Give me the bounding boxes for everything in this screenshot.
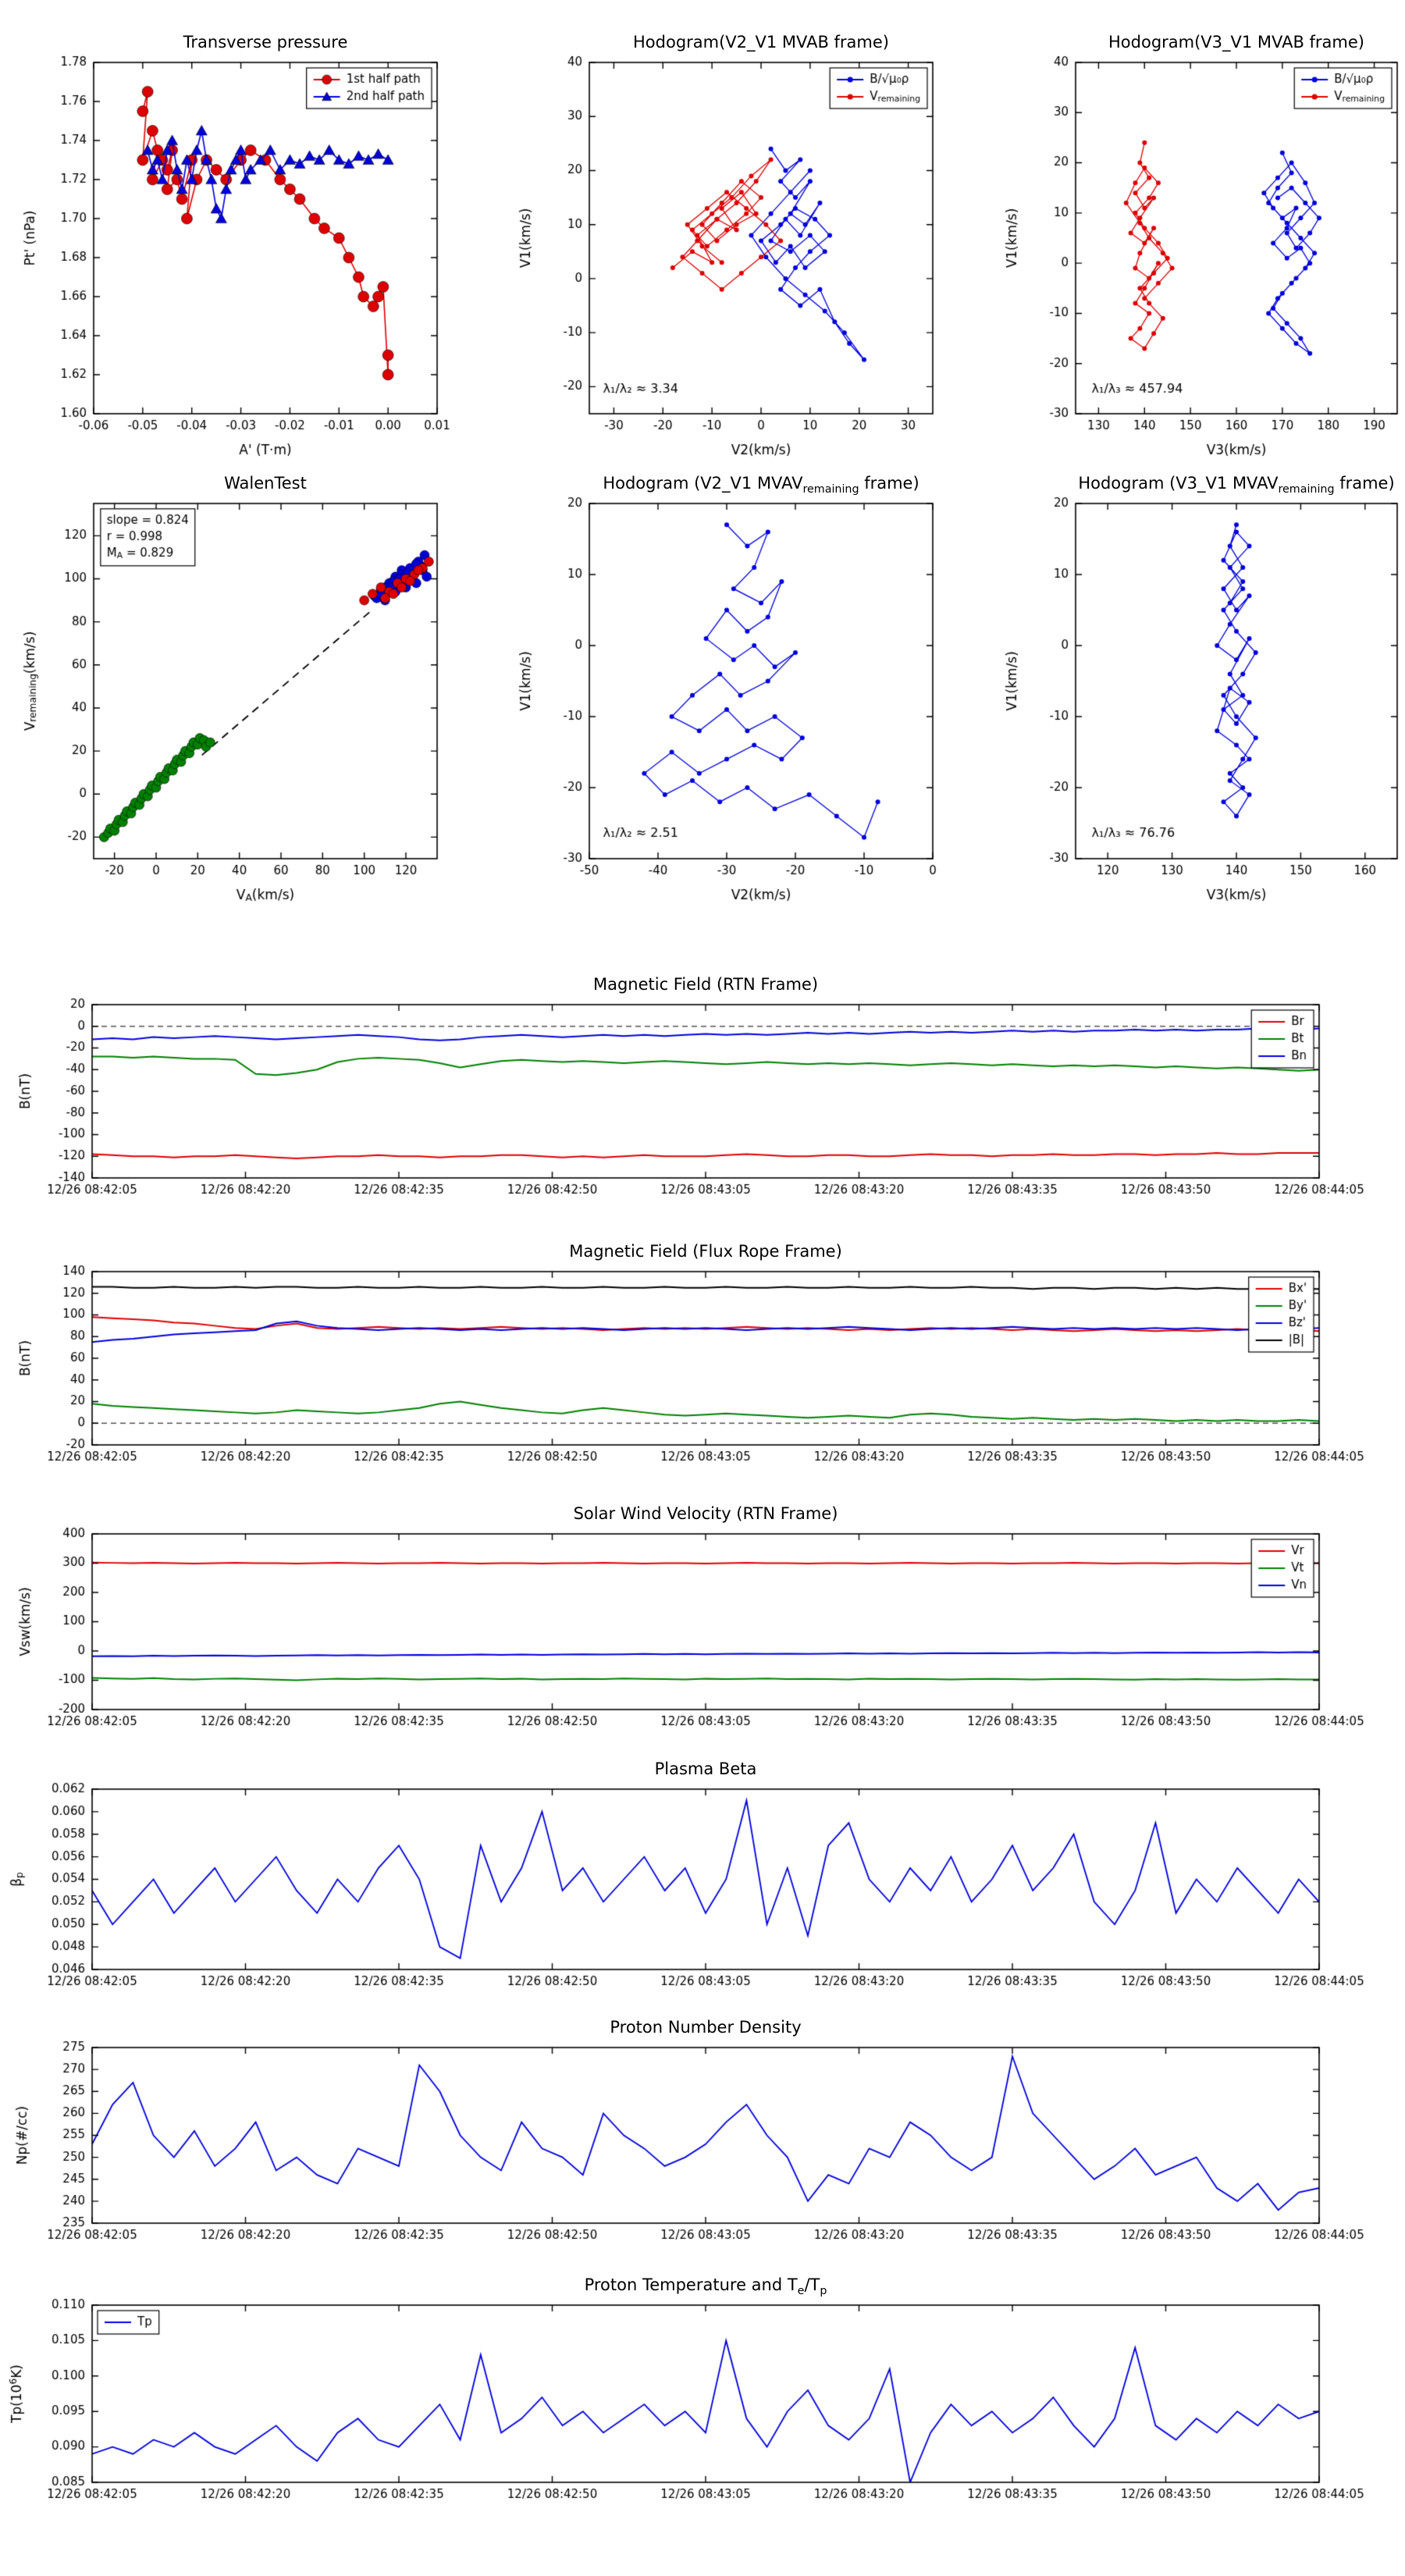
title-sub: remaining — [802, 483, 859, 496]
title-hodogram-v2v1-mvav: Hodogram (V2_V1 MVAVremaining frame) — [603, 472, 919, 500]
title-hodogram-v3v1-mvab: Hodogram(V3_V1 MVAB frame) — [1108, 31, 1364, 59]
title-transverse-pressure: Transverse pressure — [183, 31, 348, 59]
panel-walen-test — [94, 503, 437, 859]
title-text: Magnetic Field (Flux Rope Frame) — [569, 1242, 842, 1261]
panel-proton-density — [92, 2048, 1319, 2223]
panel-hodogram-v3v1-mvab — [1076, 62, 1397, 414]
title-proton-density: Proton Number Density — [610, 2016, 801, 2044]
title-text: Hodogram (V3_V1 MVAV — [1078, 474, 1279, 493]
title-text: frame) — [859, 474, 919, 493]
title-walen-test: WalenTest — [224, 472, 307, 500]
title-magnetic-field-rtn: Magnetic Field (RTN Frame) — [593, 973, 818, 1002]
panel-transverse-pressure — [94, 62, 437, 414]
title-hodogram-v2v1-mvab: Hodogram(V2_V1 MVAB frame) — [633, 31, 889, 59]
panel-hodogram-v3v1-mvav — [1076, 503, 1397, 859]
title-solar-wind-velocity: Solar Wind Velocity (RTN Frame) — [574, 1503, 838, 1531]
title-text: Solar Wind Velocity (RTN Frame) — [573, 1504, 838, 1523]
title-text: frame) — [1334, 474, 1395, 493]
title-text: Hodogram (V2_V1 MVAV — [603, 474, 803, 493]
title-magnetic-field-fluxrope: Magnetic Field (Flux Rope Frame) — [569, 1240, 842, 1268]
panel-hodogram-v2v1-mvab — [589, 62, 933, 414]
title-proton-temperature: Proton Temperature and Te/Tp — [585, 2274, 827, 2302]
panel-solar-wind-velocity — [92, 1534, 1319, 1710]
title-text: WalenTest — [224, 474, 307, 493]
title-sub: p — [820, 2285, 827, 2298]
title-text: Proton Temperature and T — [584, 2275, 798, 2294]
title-text: Hodogram(V2_V1 MVAB frame) — [633, 33, 889, 52]
title-sub: e — [797, 2285, 805, 2298]
title-text: /T — [804, 2275, 820, 2294]
title-text: Transverse pressure — [183, 33, 348, 52]
panel-proton-temperature — [92, 2305, 1319, 2482]
panel-magnetic-field-rtn — [92, 1005, 1319, 1178]
title-text: Plasma Beta — [654, 1759, 757, 1778]
title-text: Proton Number Density — [610, 2018, 802, 2037]
panel-magnetic-field-fluxrope — [92, 1272, 1319, 1445]
title-sub: remaining — [1278, 483, 1335, 496]
title-text: Hodogram(V3_V1 MVAB frame) — [1108, 33, 1364, 52]
title-text: Magnetic Field (RTN Frame) — [592, 975, 819, 994]
title-hodogram-v3v1-mvav: Hodogram (V3_V1 MVAVremaining frame) — [1078, 472, 1394, 500]
panel-hodogram-v2v1-mvav — [589, 503, 933, 859]
title-plasma-beta: Plasma Beta — [655, 1758, 757, 1786]
panel-plasma-beta — [92, 1789, 1319, 1969]
